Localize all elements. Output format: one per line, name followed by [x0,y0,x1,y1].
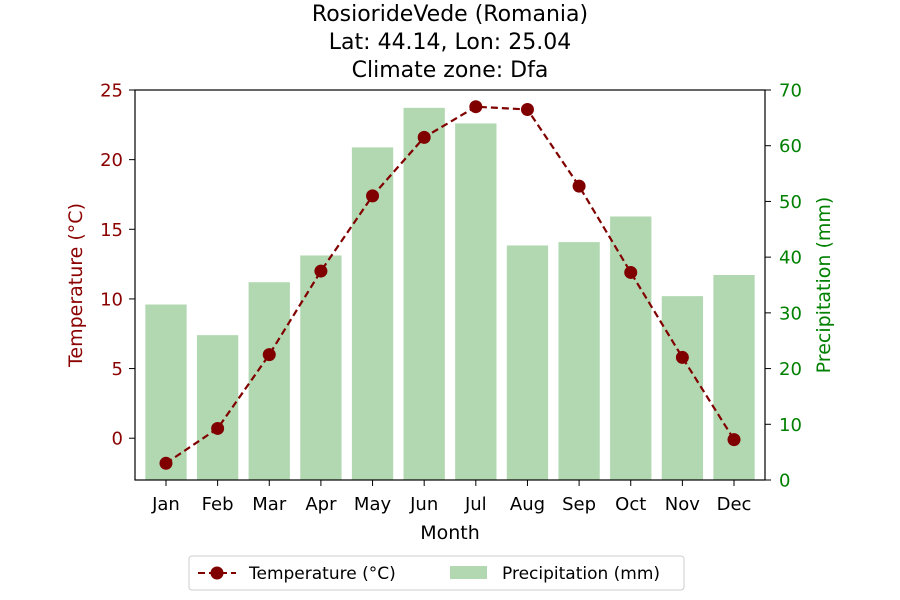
x-tick-label: Sep [562,494,596,515]
legend: Temperature (°C) Precipitation (mm) [188,555,685,591]
temperature-point-apr [314,264,328,278]
x-tick-label: Apr [305,494,337,515]
right-tick-label: 70 [779,81,802,102]
x-tick-label: Dec [717,494,752,515]
legend-frame [188,555,685,591]
x-tick-label: Jan [151,494,180,515]
x-tick-label: May [354,494,392,515]
legend-precipitation-label: Precipitation (mm) [502,564,660,584]
temperature-point-aug [520,103,534,116]
temperature-point-sep [572,179,586,193]
precip-bar-may [351,147,394,480]
precip-bar-oct [610,216,652,480]
left-axis-ticks: 0 5 10 15 20 25 [100,81,135,450]
temperature-point-nov [675,350,689,364]
left-tick-label: 25 [100,81,123,102]
right-axis-label: Precipitation (mm) [813,197,835,374]
temperature-point-feb [211,421,225,435]
temperature-point-oct [624,265,638,279]
temperature-point-jun [417,130,431,144]
x-tick-label: Jun [409,494,438,515]
legend-precipitation-patch-icon [450,566,487,579]
temperature-line [159,100,741,470]
temperature-point-may [366,189,380,203]
chart-title: RosiorideVede (Romania) Lat: 44.14, Lon:… [312,2,588,83]
temperature-point-mar [262,348,276,362]
x-tick-label: Feb [202,494,234,515]
legend-temperature-marker-icon [210,566,224,580]
right-tick-label: 30 [779,303,802,324]
left-tick-label: 15 [100,220,123,241]
precip-bar-dec [713,274,755,480]
right-tick-label: 40 [779,248,802,269]
precip-bar-mar [248,282,290,480]
title-line-1: RosiorideVede (Romania) [312,2,588,27]
precip-bar-jun [403,107,445,480]
right-tick-label: 0 [779,471,790,492]
x-tick-label: Mar [252,494,287,515]
precip-bar-jul [455,123,497,480]
right-tick-label: 60 [779,136,802,157]
right-tick-label: 10 [779,415,802,436]
plot-frame [134,89,766,481]
x-tick-label: Aug [510,494,545,515]
legend-temperature-label: Temperature (°C) [248,564,396,584]
right-tick-label: 50 [779,192,802,213]
x-tick-label: Nov [665,494,700,515]
left-tick-label: 5 [112,359,123,380]
left-tick-label: 20 [100,150,123,171]
precip-bar-sep [558,242,600,480]
x-axis-label: Month [420,522,480,544]
precipitation-bars [145,107,755,480]
precip-bar-feb [196,335,239,480]
temperature-point-jan [159,456,173,470]
temperature-series-line [165,105,735,465]
temperature-point-jul [469,100,483,114]
left-tick-label: 10 [100,289,123,310]
right-axis-ticks: 0 10 20 30 40 50 60 70 [765,81,802,492]
x-tick-label: Oct [615,494,646,515]
x-tick-label: Jul [464,494,487,515]
precip-bar-aug [506,245,549,480]
title-line-2: Lat: 44.14, Lon: 25.04 [329,30,571,55]
precip-bar-nov [661,296,704,480]
x-axis-ticks: Jan Feb Mar Apr May Jun Jul Aug Sep Oct Nov Dec [151,480,751,515]
precip-bar-jan [145,304,187,480]
right-tick-label: 20 [779,359,802,380]
temperature-point-dec [727,433,741,447]
left-tick-label: 0 [112,429,123,450]
left-axis-label: Temperature (°C) [65,203,87,368]
title-line-3: Climate zone: Dfa [352,58,549,83]
precip-bar-apr [300,255,342,480]
